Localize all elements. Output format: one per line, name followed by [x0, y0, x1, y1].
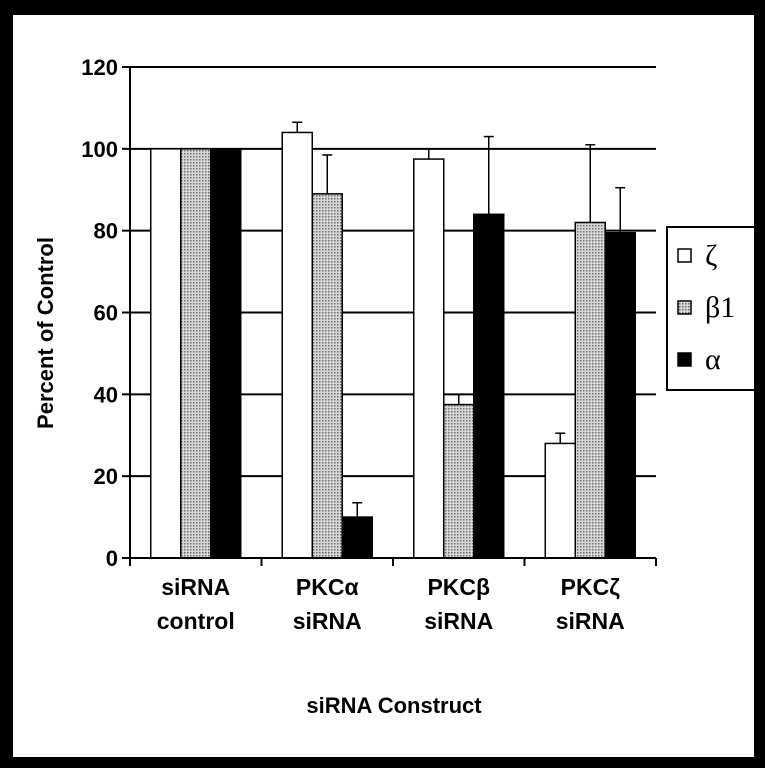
x-category-label: siRNA: [556, 608, 625, 634]
axes: 0 20 40 60 80 100 120 siRNA control PKCα siRNA PKCβ…: [81, 55, 657, 634]
x-axis-label: siRNA Construct: [306, 693, 482, 718]
x-category-label: siRNA: [424, 608, 493, 634]
bar-ζ-0: [150, 148, 182, 559]
y-tick-label: 80: [94, 219, 118, 244]
bar-ζ-2: [413, 158, 445, 559]
bar-β1-1: [311, 193, 343, 559]
x-category-label: siRNA: [161, 574, 230, 600]
y-tick-label: 120: [81, 55, 118, 80]
legend-swatch-β1: [677, 300, 692, 315]
bar-α-0: [210, 148, 242, 559]
legend-swatch-α: [677, 352, 692, 367]
bar-α-2: [473, 213, 505, 559]
bar-ζ-1: [281, 131, 313, 559]
bar-α-1: [341, 516, 373, 559]
bar-β1-2: [443, 403, 475, 559]
x-category-label: siRNA: [293, 608, 362, 634]
bar-β1-0: [180, 148, 212, 559]
legend-label: ζ: [705, 239, 717, 272]
y-tick-label: 100: [81, 137, 118, 162]
bars: [150, 121, 636, 559]
legend-label: β1: [705, 291, 735, 324]
x-category-label: PKCβ: [427, 574, 490, 600]
bar-β1-3: [574, 221, 606, 559]
bar-ζ-3: [544, 442, 576, 559]
bar-α-3: [604, 231, 636, 559]
x-category-label: control: [157, 608, 235, 634]
x-category-label: PKCζ: [561, 574, 621, 600]
y-tick-label: 40: [94, 382, 118, 407]
y-tick-label: 60: [94, 301, 118, 326]
legend-swatch-ζ: [677, 248, 692, 263]
y-tick-label: 20: [94, 464, 118, 489]
x-category-label: PKCα: [296, 574, 359, 600]
y-tick-label: 0: [106, 546, 118, 571]
legend-label: α: [705, 343, 721, 376]
chart-frame: 0 20 40 60 80 100 120 siRNA control PKCα siRNA PKCβ…: [13, 15, 756, 757]
y-axis-label: Percent of Control: [33, 237, 58, 429]
legend: ζ β1 α: [666, 226, 756, 391]
bar-chart: 0 20 40 60 80 100 120 siRNA control PKCα siRNA PKCβ…: [33, 55, 756, 718]
